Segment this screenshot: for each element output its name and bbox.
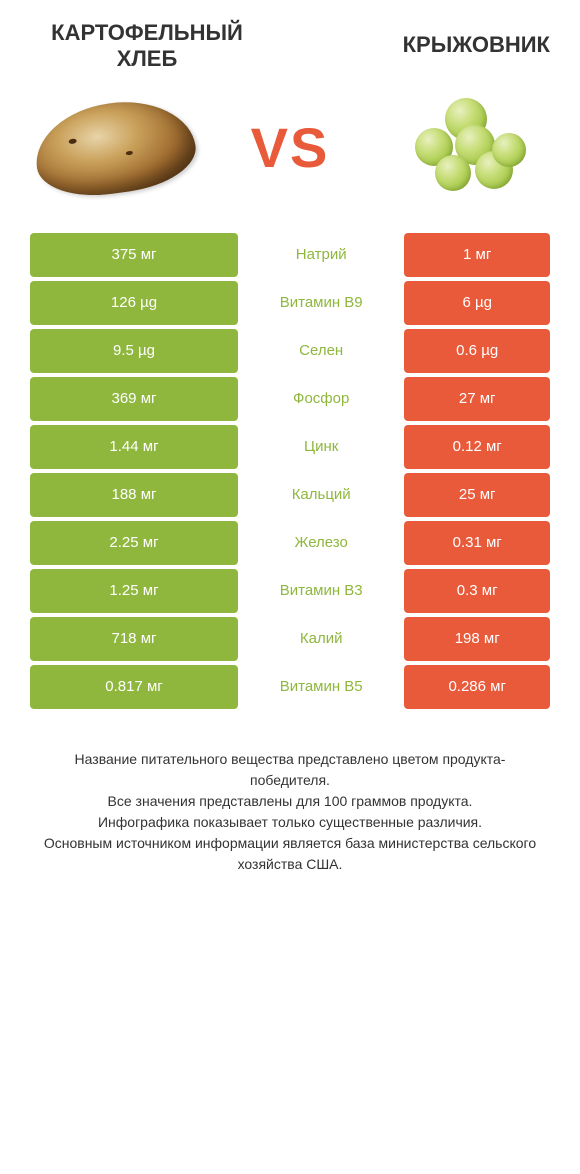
footer-line: Название питательного вещества представл… — [40, 749, 540, 791]
left-value-cell: 1.44 мг — [30, 425, 238, 469]
nutrient-name-cell: Натрий — [238, 233, 404, 277]
left-value-cell: 718 мг — [30, 617, 238, 661]
table-row: 0.817 мгВитамин B50.286 мг — [30, 665, 550, 709]
table-row: 375 мгНатрий1 мг — [30, 233, 550, 277]
left-product-title: КАРТОФЕЛЬНЫЙ ХЛЕБ — [30, 20, 264, 73]
right-product-title: КРЫЖОВНИК — [316, 20, 550, 58]
table-row: 1.44 мгЦинк0.12 мг — [30, 425, 550, 469]
left-value-cell: 0.817 мг — [30, 665, 238, 709]
nutrient-name-cell: Фосфор — [238, 377, 404, 421]
right-value-cell: 0.3 мг — [404, 569, 550, 613]
nutrient-name-cell: Цинк — [238, 425, 404, 469]
table-row: 126 µgВитамин B96 µg — [30, 281, 550, 325]
left-value-cell: 1.25 мг — [30, 569, 238, 613]
vs-label: VS — [251, 115, 330, 180]
left-product-image — [30, 88, 200, 208]
right-value-cell: 27 мг — [404, 377, 550, 421]
table-row: 369 мгФосфор27 мг — [30, 377, 550, 421]
right-value-cell: 198 мг — [404, 617, 550, 661]
right-value-cell: 0.6 µg — [404, 329, 550, 373]
header: КАРТОФЕЛЬНЫЙ ХЛЕБ КРЫЖОВНИК — [30, 20, 550, 73]
table-row: 9.5 µgСелен0.6 µg — [30, 329, 550, 373]
footer-notes: Название питательного вещества представл… — [30, 749, 550, 875]
nutrient-table: 375 мгНатрий1 мг126 µgВитамин B96 µg9.5 … — [30, 233, 550, 709]
left-value-cell: 375 мг — [30, 233, 238, 277]
right-value-cell: 25 мг — [404, 473, 550, 517]
table-row: 2.25 мгЖелезо0.31 мг — [30, 521, 550, 565]
left-value-cell: 126 µg — [30, 281, 238, 325]
nutrient-name-cell: Кальций — [238, 473, 404, 517]
nutrient-name-cell: Калий — [238, 617, 404, 661]
right-product-image — [380, 88, 550, 208]
nutrient-name-cell: Железо — [238, 521, 404, 565]
right-value-cell: 6 µg — [404, 281, 550, 325]
left-value-cell: 2.25 мг — [30, 521, 238, 565]
right-value-cell: 0.286 мг — [404, 665, 550, 709]
right-value-cell: 0.12 мг — [404, 425, 550, 469]
nutrient-name-cell: Витамин B5 — [238, 665, 404, 709]
footer-line: Все значения представлены для 100 граммо… — [40, 791, 540, 812]
gooseberry-icon — [400, 93, 530, 203]
bread-icon — [30, 92, 201, 203]
table-row: 718 мгКалий198 мг — [30, 617, 550, 661]
footer-line: Инфографика показывает только существенн… — [40, 812, 540, 833]
right-value-cell: 1 мг — [404, 233, 550, 277]
left-value-cell: 369 мг — [30, 377, 238, 421]
nutrient-name-cell: Витамин B3 — [238, 569, 404, 613]
right-value-cell: 0.31 мг — [404, 521, 550, 565]
nutrient-name-cell: Селен — [238, 329, 404, 373]
table-row: 1.25 мгВитамин B30.3 мг — [30, 569, 550, 613]
footer-line: Основным источником информации является … — [40, 833, 540, 875]
left-value-cell: 9.5 µg — [30, 329, 238, 373]
left-value-cell: 188 мг — [30, 473, 238, 517]
nutrient-name-cell: Витамин B9 — [238, 281, 404, 325]
images-row: VS — [30, 88, 550, 208]
table-row: 188 мгКальций25 мг — [30, 473, 550, 517]
